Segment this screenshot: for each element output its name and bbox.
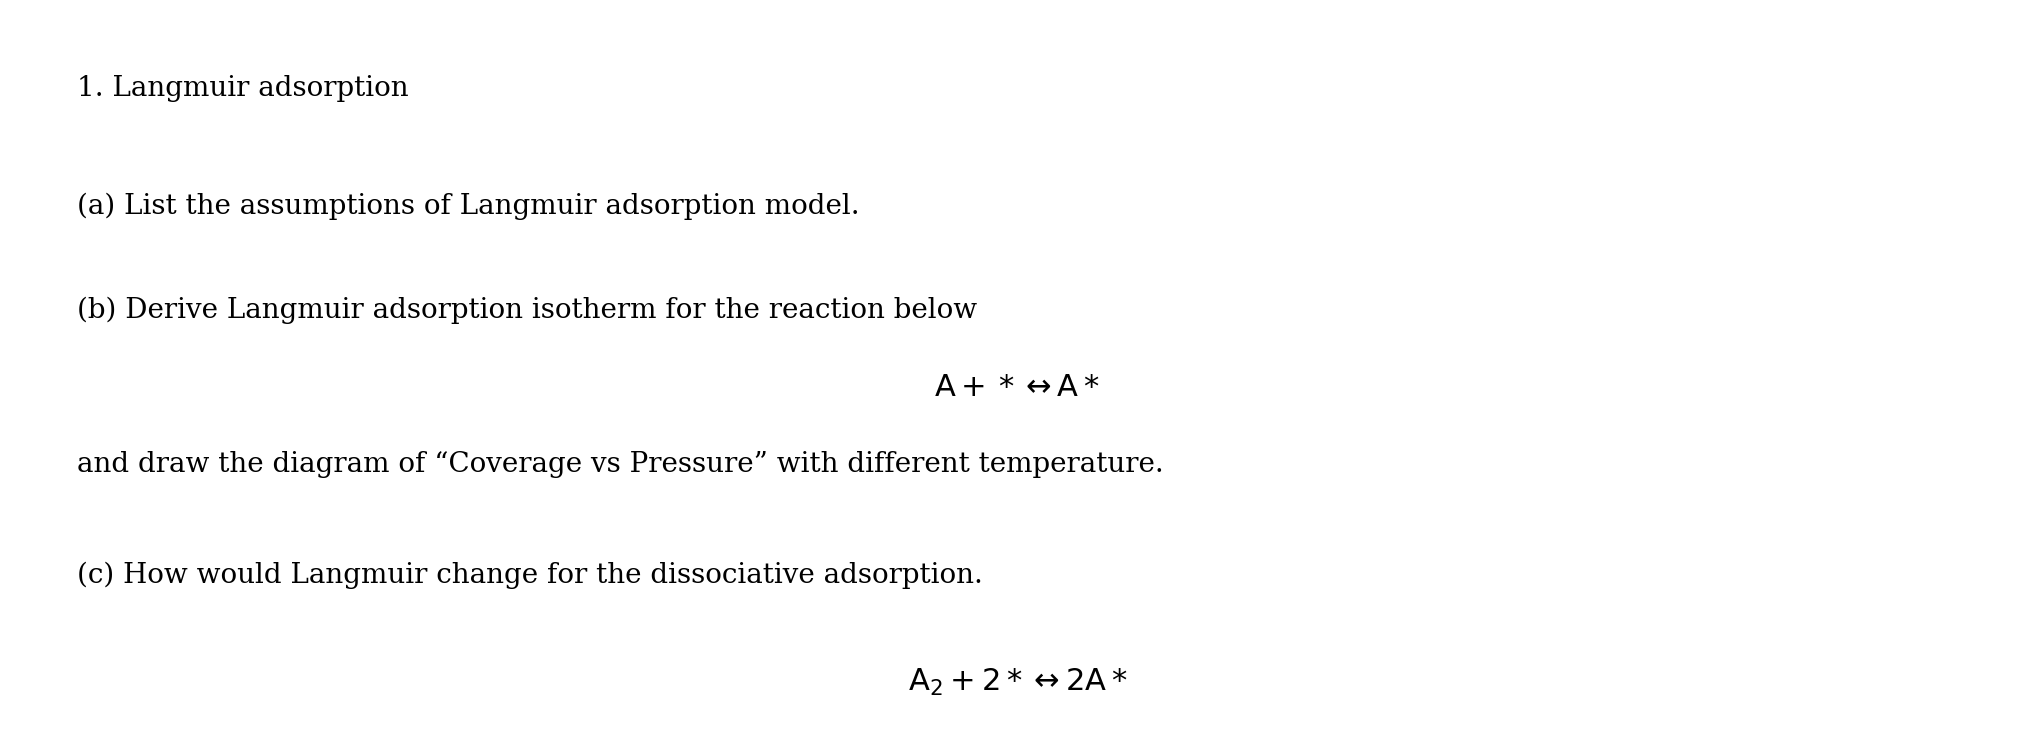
Text: 1. Langmuir adsorption: 1. Langmuir adsorption: [77, 75, 409, 102]
Text: $\mathrm{A} + * \leftrightarrow \mathrm{A}*$: $\mathrm{A} + * \leftrightarrow \mathrm{…: [934, 373, 1101, 402]
Text: (b) Derive Langmuir adsorption isotherm for the reaction below: (b) Derive Langmuir adsorption isotherm …: [77, 296, 977, 324]
Text: (c) How would Langmuir change for the dissociative adsorption.: (c) How would Langmuir change for the di…: [77, 562, 983, 590]
Text: and draw the diagram of “Coverage vs Pressure” with different temperature.: and draw the diagram of “Coverage vs Pre…: [77, 452, 1164, 478]
Text: $\mathrm{A}_2 + 2* \leftrightarrow 2\mathrm{A}*$: $\mathrm{A}_2 + 2* \leftrightarrow 2\mat…: [908, 667, 1127, 698]
Text: (a) List the assumptions of Langmuir adsorption model.: (a) List the assumptions of Langmuir ads…: [77, 193, 861, 221]
